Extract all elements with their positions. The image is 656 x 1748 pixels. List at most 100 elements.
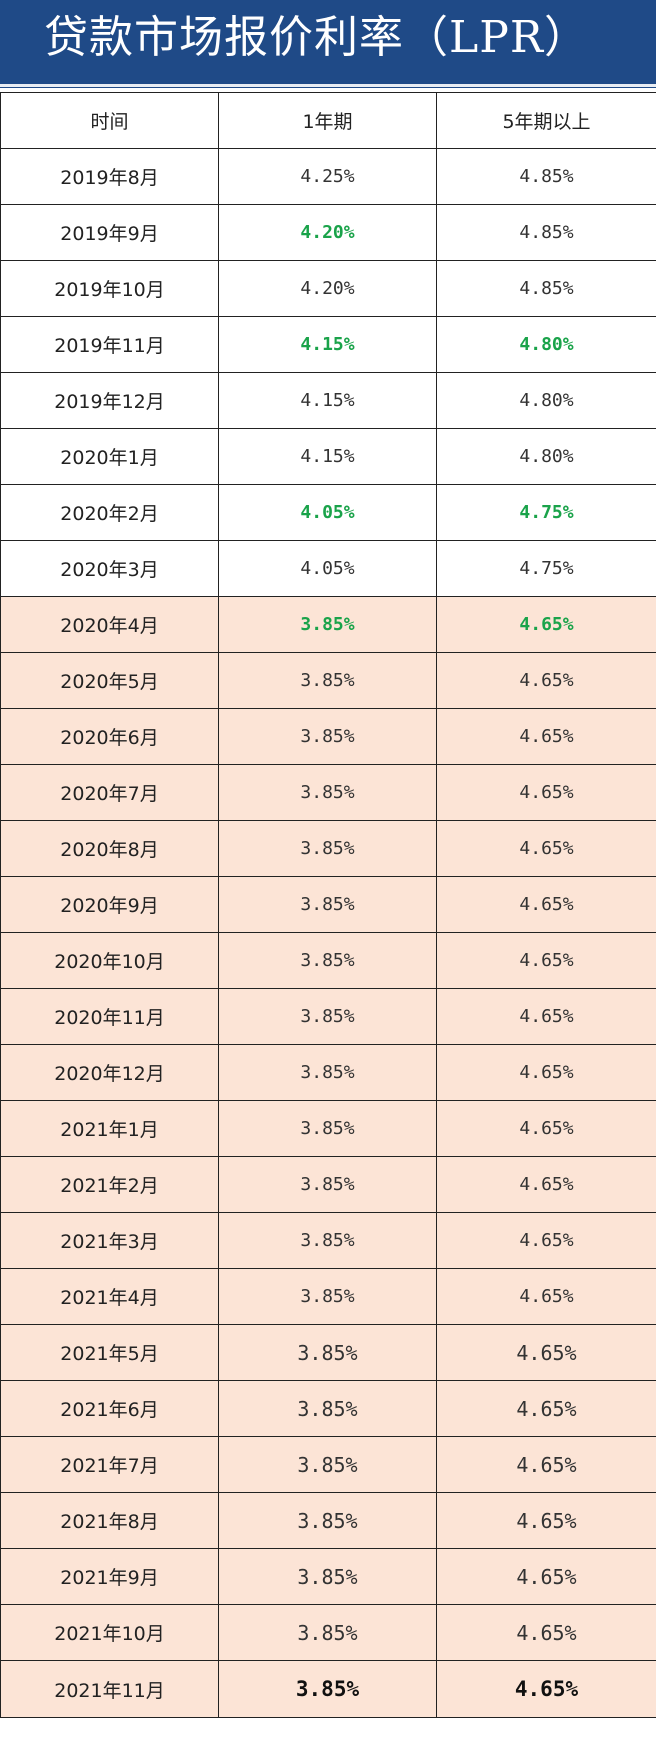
table-row: 2020年2月 4.05% 4.75%	[0, 484, 656, 541]
cell-date: 2020年11月	[0, 988, 219, 1045]
cell-rate-1y: 4.15%	[218, 372, 437, 429]
table-row: 2021年10月 3.85% 4.65%	[0, 1604, 656, 1661]
table-row: 2020年12月 3.85% 4.65%	[0, 1044, 656, 1101]
cell-rate-5y: 4.80%	[436, 316, 656, 373]
cell-date: 2020年9月	[0, 876, 219, 933]
cell-rate-1y: 3.85%	[218, 1604, 437, 1661]
cell-date: 2019年9月	[0, 204, 219, 261]
cell-rate-5y: 4.65%	[436, 1380, 656, 1437]
table-row: 2020年11月 3.85% 4.65%	[0, 988, 656, 1045]
table-row: 2020年5月 3.85% 4.65%	[0, 652, 656, 709]
cell-rate-5y: 4.65%	[436, 932, 656, 989]
cell-date: 2020年3月	[0, 540, 219, 597]
title-underline	[0, 84, 656, 87]
table-row: 2021年4月 3.85% 4.65%	[0, 1268, 656, 1325]
cell-date: 2019年11月	[0, 316, 219, 373]
lpr-table: 时间 1年期 5年期以上 2019年8月 4.25% 4.85% 2019年9月 4.2…	[0, 92, 656, 1718]
cell-rate-1y: 3.85%	[218, 820, 437, 877]
table-row: 2020年9月 3.85% 4.65%	[0, 876, 656, 933]
cell-date: 2019年12月	[0, 372, 219, 429]
table-row: 2021年3月 3.85% 4.65%	[0, 1212, 656, 1269]
cell-date: 2021年1月	[0, 1100, 219, 1157]
table-row: 2020年10月 3.85% 4.65%	[0, 932, 656, 989]
cell-rate-1y: 3.85%	[218, 1156, 437, 1213]
cell-rate-5y: 4.80%	[436, 372, 656, 429]
table-row: 2021年7月 3.85% 4.65%	[0, 1436, 656, 1493]
table-row: 2021年9月 3.85% 4.65%	[0, 1548, 656, 1605]
cell-date: 2019年8月	[0, 148, 219, 205]
cell-date: 2021年3月	[0, 1212, 219, 1269]
cell-date: 2021年11月	[0, 1660, 219, 1718]
cell-date: 2020年6月	[0, 708, 219, 765]
cell-rate-1y: 3.85%	[218, 1492, 437, 1549]
table-row: 2020年1月 4.15% 4.80%	[0, 428, 656, 485]
column-header-5y: 5年期以上	[436, 92, 656, 149]
cell-rate-5y: 4.65%	[436, 1100, 656, 1157]
page-title: 贷款市场报价利率（LPR）	[44, 12, 589, 63]
cell-rate-1y: 4.15%	[218, 428, 437, 485]
cell-rate-5y: 4.65%	[436, 1436, 656, 1493]
cell-rate-1y: 3.85%	[218, 764, 437, 821]
cell-rate-5y: 4.85%	[436, 148, 656, 205]
cell-rate-1y: 4.20%	[218, 260, 437, 317]
cell-rate-5y: 4.75%	[436, 540, 656, 597]
cell-rate-1y: 3.85%	[218, 1324, 437, 1381]
cell-date: 2021年4月	[0, 1268, 219, 1325]
table-row: 2020年8月 3.85% 4.65%	[0, 820, 656, 877]
cell-rate-1y: 3.85%	[218, 932, 437, 989]
cell-rate-1y: 4.05%	[218, 484, 437, 541]
cell-rate-1y: 3.85%	[218, 1436, 437, 1493]
cell-date: 2020年12月	[0, 1044, 219, 1101]
cell-date: 2020年4月	[0, 596, 219, 653]
cell-rate-1y: 3.85%	[218, 876, 437, 933]
table-row: 2019年11月 4.15% 4.80%	[0, 316, 656, 373]
title-banner: 贷款市场报价利率（LPR）	[0, 0, 656, 88]
cell-rate-5y: 4.65%	[436, 708, 656, 765]
cell-rate-1y: 3.85%	[218, 988, 437, 1045]
cell-rate-5y: 4.65%	[436, 1492, 656, 1549]
header-row: 时间 1年期 5年期以上	[0, 92, 656, 149]
cell-rate-5y: 4.65%	[436, 1044, 656, 1101]
cell-date: 2020年2月	[0, 484, 219, 541]
cell-rate-5y: 4.65%	[436, 1324, 656, 1381]
cell-date: 2020年7月	[0, 764, 219, 821]
cell-date: 2020年1月	[0, 428, 219, 485]
cell-rate-5y: 4.65%	[436, 596, 656, 653]
cell-rate-1y: 4.05%	[218, 540, 437, 597]
cell-rate-5y: 4.65%	[436, 1660, 656, 1718]
cell-rate-5y: 4.75%	[436, 484, 656, 541]
cell-rate-5y: 4.65%	[436, 1212, 656, 1269]
table-row: 2019年12月 4.15% 4.80%	[0, 372, 656, 429]
cell-rate-1y: 4.20%	[218, 204, 437, 261]
cell-rate-5y: 4.65%	[436, 988, 656, 1045]
cell-date: 2021年5月	[0, 1324, 219, 1381]
table-row: 2021年5月 3.85% 4.65%	[0, 1324, 656, 1381]
cell-rate-5y: 4.65%	[436, 764, 656, 821]
table-body: 2019年8月 4.25% 4.85% 2019年9月 4.20% 4.85% 2019年1…	[0, 148, 656, 1718]
table-row: 2020年7月 3.85% 4.65%	[0, 764, 656, 821]
cell-rate-5y: 4.65%	[436, 1548, 656, 1605]
table-row: 2021年1月 3.85% 4.65%	[0, 1100, 656, 1157]
cell-date: 2020年5月	[0, 652, 219, 709]
cell-rate-1y: 3.85%	[218, 652, 437, 709]
table-row: 2021年8月 3.85% 4.65%	[0, 1492, 656, 1549]
table-row: 2019年9月 4.20% 4.85%	[0, 204, 656, 261]
cell-date: 2020年10月	[0, 932, 219, 989]
cell-rate-1y: 3.85%	[218, 1100, 437, 1157]
cell-rate-1y: 4.15%	[218, 316, 437, 373]
cell-rate-5y: 4.65%	[436, 820, 656, 877]
cell-rate-5y: 4.65%	[436, 1156, 656, 1213]
cell-date: 2020年8月	[0, 820, 219, 877]
table-row: 2020年6月 3.85% 4.65%	[0, 708, 656, 765]
cell-rate-1y: 4.25%	[218, 148, 437, 205]
cell-date: 2021年9月	[0, 1548, 219, 1605]
cell-rate-1y: 3.85%	[218, 1660, 437, 1718]
column-header-date: 时间	[0, 92, 219, 149]
cell-rate-5y: 4.65%	[436, 1604, 656, 1661]
cell-rate-1y: 3.85%	[218, 1212, 437, 1269]
cell-rate-5y: 4.85%	[436, 260, 656, 317]
cell-rate-5y: 4.65%	[436, 876, 656, 933]
table-row: 2021年2月 3.85% 4.65%	[0, 1156, 656, 1213]
cell-rate-1y: 3.85%	[218, 1268, 437, 1325]
cell-rate-5y: 4.65%	[436, 652, 656, 709]
